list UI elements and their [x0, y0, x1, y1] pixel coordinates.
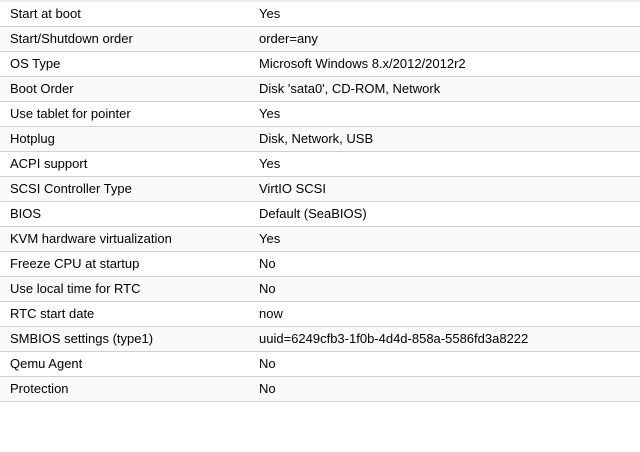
- option-row[interactable]: BIOS Default (SeaBIOS): [0, 202, 640, 227]
- option-row[interactable]: Start at boot Yes: [0, 2, 640, 27]
- option-row[interactable]: SMBIOS settings (type1) uuid=6249cfb3-1f0…: [0, 327, 640, 352]
- option-row[interactable]: KVM hardware virtualization Yes: [0, 227, 640, 252]
- option-row[interactable]: Hotplug Disk, Network, USB: [0, 127, 640, 152]
- option-key: Boot Order: [10, 81, 74, 96]
- option-value: now: [259, 306, 283, 321]
- option-key: BIOS: [10, 206, 42, 221]
- option-row[interactable]: Use local time for RTC No: [0, 277, 640, 302]
- option-value: Yes: [259, 156, 281, 171]
- options-grid: Start at boot Yes Start/Shutdown order orde…: [0, 2, 640, 402]
- option-value: Disk 'sata0', CD-ROM, Network: [259, 81, 441, 96]
- option-row[interactable]: ACPI support Yes: [0, 152, 640, 177]
- option-row[interactable]: Boot Order Disk 'sata0', CD-ROM, Network: [0, 77, 640, 102]
- option-value: No: [259, 256, 276, 271]
- option-key: ACPI support: [10, 156, 88, 171]
- option-value: Yes: [259, 6, 281, 21]
- option-value: uuid=6249cfb3-1f0b-4d4d-858a-5586fd3a822…: [259, 331, 529, 346]
- option-value: No: [259, 356, 276, 371]
- option-value: Microsoft Windows 8.x/2012/2012r2: [259, 56, 466, 71]
- option-value: No: [259, 281, 276, 296]
- option-key: Start at boot: [10, 6, 81, 21]
- option-value: Yes: [259, 106, 281, 121]
- option-row[interactable]: Freeze CPU at startup No: [0, 252, 640, 277]
- option-value: Yes: [259, 231, 281, 246]
- option-key: Qemu Agent: [10, 356, 83, 371]
- option-row[interactable]: SCSI Controller Type VirtIO SCSI: [0, 177, 640, 202]
- option-row[interactable]: Start/Shutdown order order=any: [0, 27, 640, 52]
- option-value: VirtIO SCSI: [259, 181, 326, 196]
- option-row[interactable]: Use tablet for pointer Yes: [0, 102, 640, 127]
- option-key: OS Type: [10, 56, 61, 71]
- option-row[interactable]: Qemu Agent No: [0, 352, 640, 377]
- option-value: Default (SeaBIOS): [259, 206, 367, 221]
- option-key: Start/Shutdown order: [10, 31, 133, 46]
- option-row[interactable]: Protection No: [0, 377, 640, 402]
- option-key: RTC start date: [10, 306, 95, 321]
- option-row[interactable]: RTC start date now: [0, 302, 640, 327]
- option-key: SCSI Controller Type: [10, 181, 132, 196]
- option-key: KVM hardware virtualization: [10, 231, 172, 246]
- option-key: Use local time for RTC: [10, 281, 141, 296]
- option-key: Use tablet for pointer: [10, 106, 131, 121]
- grid-header-strip: [0, 0, 640, 2]
- option-value: Disk, Network, USB: [259, 131, 374, 146]
- option-value: order=any: [259, 31, 318, 46]
- option-row[interactable]: OS Type Microsoft Windows 8.x/2012/2012r2: [0, 52, 640, 77]
- option-key: Hotplug: [10, 131, 55, 146]
- option-key: SMBIOS settings (type1): [10, 331, 154, 346]
- option-value: No: [259, 381, 276, 396]
- option-key: Freeze CPU at startup: [10, 256, 140, 271]
- option-key: Protection: [10, 381, 69, 396]
